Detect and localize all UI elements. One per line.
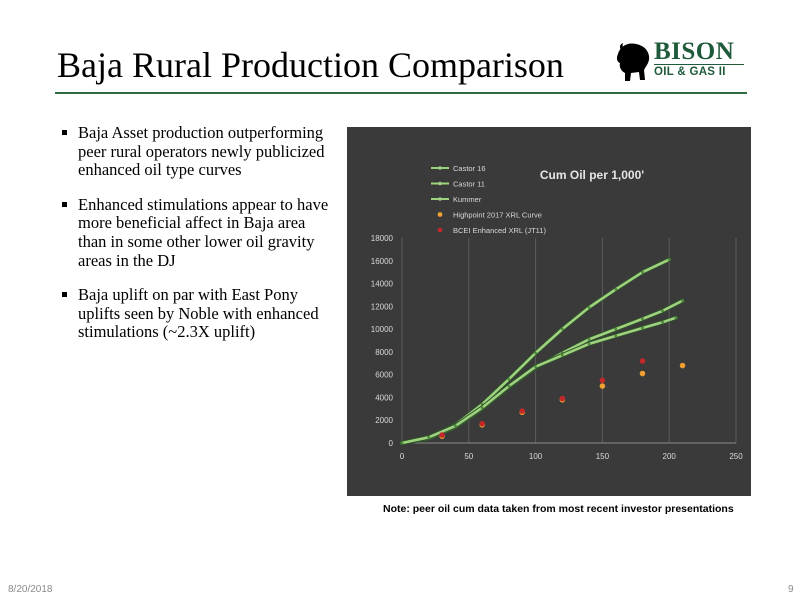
bullet-text: Baja Asset production outperforming peer… xyxy=(78,123,325,180)
legend-point-swatch xyxy=(438,197,442,201)
x-tick-label: 0 xyxy=(400,452,405,461)
logo-name: BISON xyxy=(654,38,735,65)
series-point xyxy=(641,326,644,330)
chart-canvas: 0 50 100 150 200 250 0 2000 4000 6000 8000 10000 120… xyxy=(371,164,743,461)
series-point xyxy=(674,316,678,320)
scatter-point xyxy=(679,362,686,369)
legend-label: BCEI Enhanced XRL (JT11) xyxy=(453,226,546,235)
y-tick-label: 2000 xyxy=(375,416,393,425)
y-tick-label: 10000 xyxy=(371,325,394,334)
series-point xyxy=(587,337,591,341)
series-point xyxy=(507,377,511,381)
series-point xyxy=(641,317,644,321)
legend-label: Highpoint 2017 XRL Curve xyxy=(453,211,542,220)
series-point xyxy=(427,435,431,439)
series-point xyxy=(534,351,537,355)
series-point xyxy=(661,309,664,313)
legend-point-swatch xyxy=(438,166,442,170)
x-tick-label: 100 xyxy=(529,452,543,461)
bison-icon xyxy=(616,43,650,81)
slide-page-number: 9 xyxy=(788,584,794,595)
series-point xyxy=(560,353,564,357)
legend-point-swatch xyxy=(438,181,442,186)
bullet-item: Baja Asset production outperforming peer… xyxy=(62,123,332,180)
series-point xyxy=(681,299,684,303)
bullet-item: Enhanced stimulations appear to have mor… xyxy=(62,194,332,270)
bullet-marker xyxy=(62,292,67,298)
y-tick-label: 12000 xyxy=(371,302,394,311)
company-logo: BISON OIL & GAS II xyxy=(614,36,748,88)
logo-subtitle: OIL & GAS II xyxy=(654,66,726,78)
scatter-point xyxy=(519,408,526,414)
series-line-outline xyxy=(399,315,679,446)
series-point xyxy=(534,365,537,369)
legend-label: Castor 16 xyxy=(453,164,486,173)
y-tick-label: 4000 xyxy=(375,393,393,402)
scatter-point xyxy=(479,420,485,427)
series-point xyxy=(400,441,404,445)
y-tick-label: 16000 xyxy=(371,257,394,266)
bullet-text: Enhanced stimulations appear to have mor… xyxy=(78,194,329,270)
logo-rule xyxy=(654,64,744,65)
scatter-point xyxy=(599,377,606,384)
bullet-item: Baja uplift on par with East Pony uplift… xyxy=(62,285,332,342)
scatter-point xyxy=(439,432,445,438)
series-point xyxy=(641,270,644,274)
y-tick-label: 6000 xyxy=(375,371,393,380)
y-tick-label: 14000 xyxy=(371,280,394,289)
cum-oil-chart: 0 50 100 150 200 250 0 2000 4000 6000 8000 10000 120… xyxy=(347,127,751,496)
series-point xyxy=(560,327,564,331)
series-point xyxy=(507,384,511,388)
series-point xyxy=(614,287,618,291)
slide-title: Baja Rural Production Comparison xyxy=(57,45,564,85)
y-tick-label: 8000 xyxy=(375,348,393,357)
slide-date: 8/20/2018 xyxy=(8,584,53,595)
footnote: Note: peer oil cum data taken from most … xyxy=(383,503,734,515)
series-point xyxy=(614,327,618,331)
title-divider xyxy=(55,92,747,94)
series-point xyxy=(587,342,591,346)
bullet-list: Baja Asset production outperforming peer… xyxy=(62,123,332,358)
x-tick-label: 50 xyxy=(464,452,473,461)
x-tick-label: 150 xyxy=(596,452,610,461)
legend-marker-swatch xyxy=(437,212,443,217)
chart-title: Cum Oil per 1,000' xyxy=(540,168,644,182)
scatter-point xyxy=(559,395,566,402)
x-tick-label: 200 xyxy=(663,452,677,461)
legend-label: Kummer xyxy=(453,195,482,204)
x-tick-label: 250 xyxy=(729,452,743,461)
y-tick-label: 18000 xyxy=(371,234,394,243)
series-point xyxy=(480,406,484,410)
series-point xyxy=(661,320,664,324)
legend-label: Castor 11 xyxy=(453,180,485,189)
bullet-marker xyxy=(62,201,67,207)
bullet-text: Baja uplift on par with East Pony uplift… xyxy=(78,285,319,342)
series-line xyxy=(400,316,678,445)
series-point xyxy=(614,334,618,338)
series-point xyxy=(667,258,671,262)
scatter-point xyxy=(639,358,646,364)
series-point xyxy=(587,306,591,309)
scatter-point xyxy=(599,383,606,389)
scatter-point xyxy=(639,370,646,377)
legend-marker-swatch xyxy=(437,227,443,233)
y-tick-label: 0 xyxy=(389,439,394,448)
series-point xyxy=(454,424,457,428)
bullet-marker xyxy=(62,130,67,135)
